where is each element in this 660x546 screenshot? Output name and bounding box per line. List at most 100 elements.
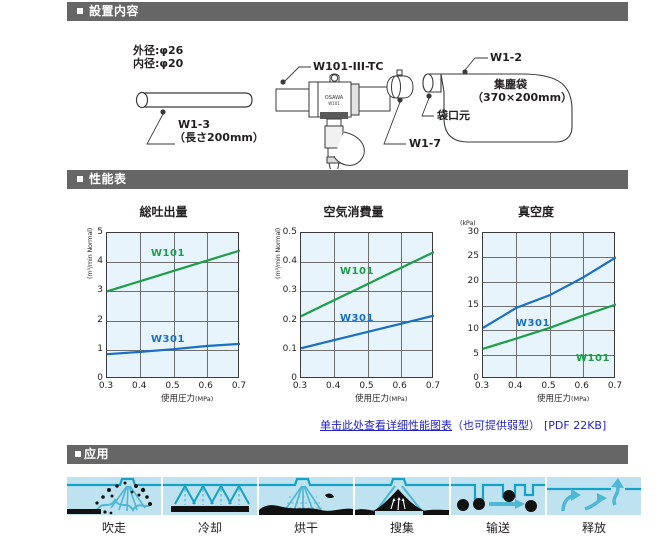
- y-tick-5: 5: [97, 227, 103, 237]
- pdf-link-file-text: [PDF 22KB]: [544, 419, 607, 432]
- x-tick-3: 0.6: [198, 381, 213, 391]
- section-header-application-label: 应用: [84, 447, 110, 461]
- chart-plot-area: [300, 232, 434, 378]
- bullet-square-icon: [77, 176, 83, 182]
- drying-icon: [259, 477, 353, 515]
- x-tick-3: 0.6: [574, 381, 589, 391]
- conveying-icon: [451, 477, 545, 515]
- x-tick-2: 0.5: [165, 381, 180, 391]
- section-header-application: 应用: [67, 445, 628, 464]
- series-label-w301: W301: [516, 318, 550, 329]
- y-tick-0: 0: [97, 373, 103, 383]
- application-caption: 冷却: [197, 521, 222, 535]
- chart-plot-area: [482, 232, 616, 378]
- pdf-link-main-text: 单击此处查看详细性能图表: [320, 419, 452, 432]
- bullet-square-icon: [77, 8, 83, 14]
- y-tick-3: 0.3: [282, 285, 297, 296]
- application-caption: 搜集: [389, 521, 414, 535]
- y-tick-1: 5: [473, 348, 479, 359]
- section-header-performance: 性能表: [67, 170, 628, 189]
- section-header-install-label: 設置内容: [89, 4, 140, 18]
- chart-series-lines: [107, 249, 240, 356]
- collecting-icon: [355, 477, 449, 515]
- x-axis-label: 使用圧力(MPa): [355, 394, 408, 404]
- chart-vacuum-degree: 真空度 (kPa) 0 5 10 15 20 25 30 0.3 0.4 0.5…: [456, 203, 636, 404]
- cooling-icon: [163, 477, 257, 515]
- chart-title: 真空度: [517, 205, 554, 219]
- x-tick-1: 0.4: [132, 381, 147, 391]
- y-tick-2: 10: [467, 324, 479, 335]
- x-tick-2: 0.5: [359, 381, 374, 391]
- install-diagram-drawing: OSAWA W101: [135, 57, 573, 169]
- pipe-part-note: （長さ200mm）: [174, 131, 264, 144]
- y-tick-0: 0: [291, 373, 297, 383]
- x-tick-1: 0.4: [508, 381, 523, 391]
- svg-text:W101: W101: [328, 101, 340, 106]
- x-tick-4: 0.7: [425, 381, 441, 391]
- y-tick-0: 0: [473, 373, 479, 383]
- chart-total-discharge: 総吐出量 (m³/min Normal) 0 1 2 3 4 5 0.3 0.4…: [76, 203, 251, 404]
- pdf-link-note-text: （也可提供弱型）: [452, 419, 540, 432]
- dust-bag-size: （370×200mm）: [472, 91, 573, 104]
- x-tick-0: 0.3: [292, 381, 308, 391]
- blow-away-icon: [67, 477, 161, 515]
- chart-title: 空気消費量: [323, 205, 384, 219]
- y-tick-5: 0.5: [282, 227, 297, 237]
- chart-y-unit: (kPa): [460, 219, 476, 227]
- application-item-2: 烘干: [259, 477, 353, 539]
- clamp-part-label: W1-7: [409, 137, 442, 150]
- series-label-w101: W101: [151, 248, 185, 259]
- y-tick-5: 25: [467, 251, 479, 262]
- y-tick-6: 30: [467, 227, 479, 237]
- application-caption: 烘干: [293, 521, 318, 535]
- x-axis-label: 使用圧力(MPa): [161, 394, 214, 404]
- y-tick-3: 3: [97, 285, 103, 296]
- application-caption: 输送: [485, 521, 510, 535]
- releasing-icon: [547, 477, 641, 515]
- y-tick-1: 0.1: [282, 343, 297, 354]
- dust-bag-label: 集塵袋: [494, 78, 527, 91]
- y-tick-4: 0.4: [282, 256, 297, 267]
- y-tick-1: 1: [97, 343, 103, 354]
- section-header-install: 設置内容: [67, 2, 628, 21]
- y-tick-3: 15: [467, 300, 479, 310]
- application-item-3: 搜集: [355, 477, 449, 539]
- application-item-4: 输送: [451, 477, 545, 539]
- y-tick-2: 0.2: [282, 314, 297, 325]
- gun-part-label: W101-III-TC: [313, 60, 384, 73]
- x-tick-4: 0.7: [231, 381, 247, 391]
- y-tick-4: 4: [97, 256, 103, 267]
- y-tick-4: 20: [467, 275, 479, 286]
- x-axis-label: 使用圧力(MPa): [537, 394, 590, 404]
- section-header-performance-label: 性能表: [89, 172, 127, 186]
- chart-plot-area: [106, 232, 240, 378]
- series-label-w301: W301: [340, 313, 374, 324]
- bag-mouth-label: 袋口元: [437, 109, 470, 122]
- x-tick-0: 0.3: [474, 381, 490, 391]
- x-tick-4: 0.7: [607, 381, 623, 391]
- application-item-0: 吹走: [67, 477, 161, 539]
- series-label-w101: W101: [576, 353, 610, 364]
- chart-series-lines: [301, 251, 434, 350]
- application-item-1: 冷却: [163, 477, 257, 539]
- application-caption: 吹走: [101, 521, 126, 535]
- nozzle-part-label: W1-2: [490, 51, 523, 64]
- svg-text:OSAWA: OSAWA: [325, 95, 344, 101]
- chart-title: 総吐出量: [139, 205, 188, 219]
- x-tick-1: 0.4: [326, 381, 341, 391]
- chart-series-lines: [483, 256, 616, 350]
- series-label-w101: W101: [340, 266, 374, 277]
- performance-pdf-link[interactable]: 单击此处查看详细性能图表（也可提供弱型） [PDF 22KB]: [320, 417, 606, 433]
- x-tick-3: 0.6: [392, 381, 407, 391]
- x-tick-2: 0.5: [541, 381, 556, 391]
- series-label-w301: W301: [151, 334, 185, 345]
- y-tick-2: 2: [97, 314, 103, 325]
- application-item-5: 释放: [547, 477, 641, 539]
- pipe-inner-diameter-label: 内径:φ20: [133, 57, 184, 70]
- application-caption: 释放: [581, 521, 606, 535]
- pipe-part-label: W1-3: [178, 118, 211, 131]
- chart-air-consumption: 空気消費量 (m³/min Normal) 0 0.1 0.2 0.3 0.4 …: [266, 203, 441, 404]
- pipe-outer-diameter-label: 外径:φ26: [133, 44, 184, 57]
- bullet-square-icon: [75, 451, 81, 457]
